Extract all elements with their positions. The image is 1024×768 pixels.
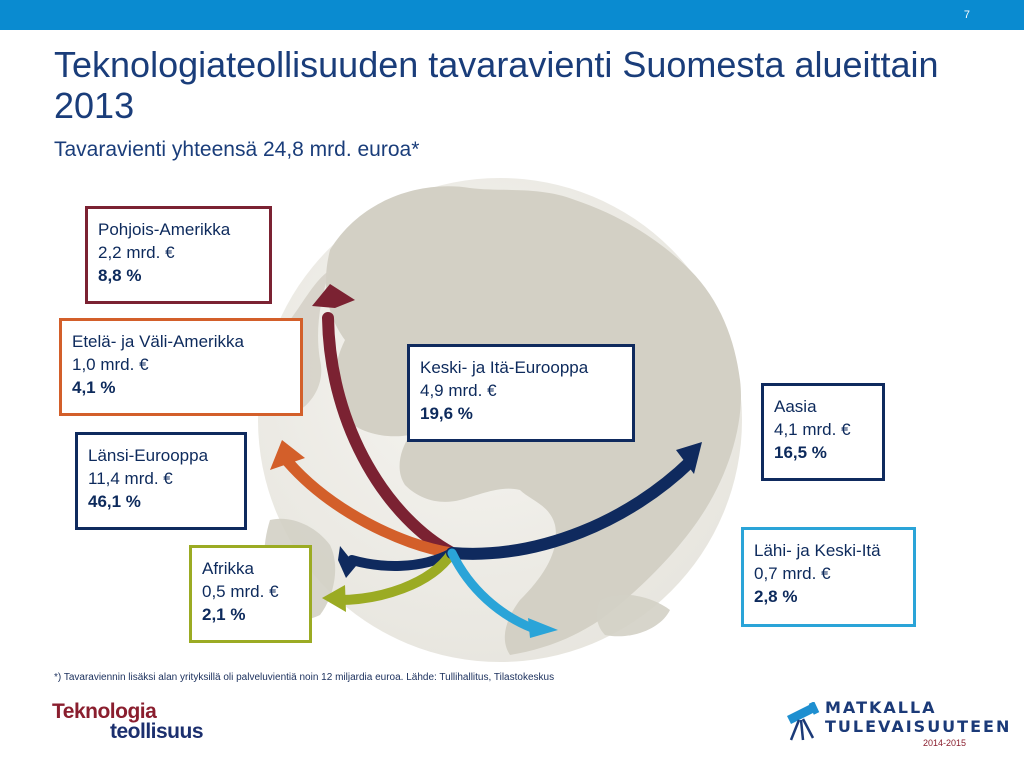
telescope-icon (787, 702, 820, 741)
region-share: 4,1 % (72, 378, 116, 397)
arrowhead-aasia (676, 442, 702, 474)
region-share: 8,8 % (98, 266, 142, 285)
region-box-lahi-keski-ita: Lähi- ja Keski-Itä 0,7 mrd. € 2,8 % (741, 527, 916, 627)
region-name: Keski- ja Itä-Eurooppa (420, 358, 589, 377)
arrowhead-lansi-eurooppa (338, 546, 356, 578)
region-value: 4,1 mrd. € (774, 420, 851, 439)
logo-right-years: 2014-2015 (923, 738, 967, 748)
footnote: *) Tavaraviennin lisäksi alan yrityksill… (54, 672, 555, 683)
arrow-lahi-ita (447, 548, 537, 633)
region-share: 2,8 % (754, 587, 798, 606)
export-arrows (270, 284, 702, 638)
region-name: Etelä- ja Väli-Amerikka (72, 332, 244, 351)
matkalla-tulevaisuuteen-logo: MATKALLA TULEVAISUUTEEN 2014-2015 (785, 696, 1009, 756)
logo-line-1: Teknologia (52, 700, 157, 723)
slide-number: 7 (963, 9, 970, 21)
region-box-lansi-eurooppa: Länsi-Eurooppa 11,4 mrd. € 46,1 % (75, 432, 247, 530)
region-box-etela-vali-amerikka: Etelä- ja Väli-Amerikka 1,0 mrd. € 4,1 % (59, 318, 303, 416)
region-name: Aasia (774, 397, 817, 416)
region-value: 11,4 mrd. € (88, 469, 173, 488)
top-bar: 7 (0, 0, 1024, 30)
arrow-aasia (446, 456, 696, 560)
arrowhead-pohjois-amerikka (312, 284, 355, 308)
arrow-etela-amerikka (282, 456, 458, 559)
logo-right-line-1: MATKALLA (825, 698, 937, 717)
region-name: Afrikka (202, 559, 254, 578)
arrowhead-etela-amerikka (270, 440, 305, 470)
region-value: 0,5 mrd. € (202, 582, 279, 601)
teknologiateollisuus-logo: Teknologia teollisuus (52, 700, 204, 744)
region-value: 2,2 mrd. € (98, 243, 175, 262)
region-value: 4,9 mrd. € (420, 381, 497, 400)
region-box-pohjois-amerikka: Pohjois-Amerikka 2,2 mrd. € 8,8 % (85, 206, 272, 304)
arrowhead-lahi-ita (528, 618, 558, 638)
arrow-pohjois-amerikka (322, 312, 458, 559)
region-value: 1,0 mrd. € (72, 355, 149, 374)
arrow-afrikka (333, 548, 457, 605)
region-share: 46,1 % (88, 492, 141, 511)
region-share: 19,6 % (420, 404, 473, 423)
slide-subtitle: Tavaravienti yhteensä 24,8 mrd. euroa* (54, 138, 420, 161)
region-box-aasia: Aasia 4,1 mrd. € 16,5 % (761, 383, 885, 481)
region-name: Lähi- ja Keski-Itä (754, 541, 881, 560)
region-name: Pohjois-Amerikka (98, 220, 231, 239)
slide-title: Teknologiateollisuuden tavaravienti Suom… (54, 44, 939, 126)
logo-right-line-2: TULEVAISUUTEEN (825, 717, 1012, 736)
logo-line-2: teollisuus (110, 720, 204, 743)
region-share: 2,1 % (202, 605, 246, 624)
region-value: 0,7 mrd. € (754, 564, 831, 583)
region-name: Länsi-Eurooppa (88, 446, 209, 465)
arrowhead-afrikka (322, 585, 346, 612)
arrow-lansi-eurooppa (347, 548, 457, 571)
region-share: 16,5 % (774, 443, 827, 462)
region-box-afrikka: Afrikka 0,5 mrd. € 2,1 % (189, 545, 312, 643)
region-box-keski-ita-eurooppa: Keski- ja Itä-Eurooppa 4,9 mrd. € 19,6 % (407, 344, 635, 442)
